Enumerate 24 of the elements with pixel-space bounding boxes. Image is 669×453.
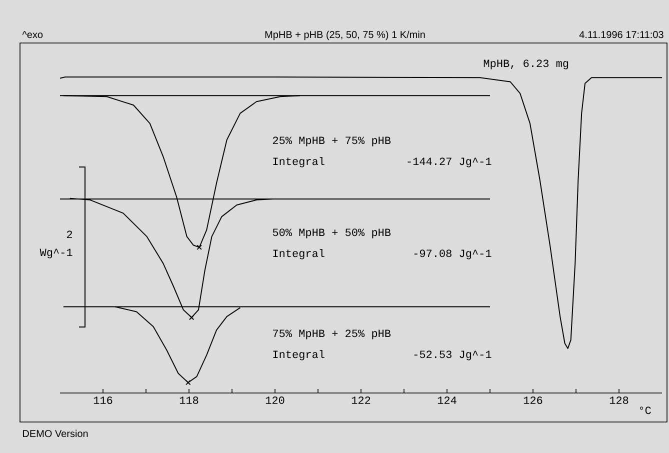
x-tick-label: 126: [524, 396, 542, 404]
annotation: 25% MpHB + 75% pHB: [272, 136, 391, 146]
annotation: 2: [66, 230, 72, 238]
x-tick-label: 120: [266, 396, 284, 404]
text: 4.11.1996 17:11:03: [579, 31, 664, 38]
annotation: Integral: [273, 249, 324, 260]
x-tick-label: 116: [94, 396, 112, 404]
annotation: -97.08 Jg^-1: [414, 250, 492, 260]
text: ^exo: [22, 31, 43, 38]
chart-title: MpHB + pHB (25, 50, 75 %) 1 K/min: [265, 30, 425, 40]
text: DEMO Version: [23, 430, 88, 438]
x-tick-label: 122: [352, 396, 370, 404]
annotation: 75% MpHB + 25% pHB: [273, 330, 391, 340]
annotation: Wg^-1: [40, 248, 72, 258]
text: 50% MpHB + 50% pHB: [272, 228, 391, 238]
annotation: -52.53 Jg^-1: [414, 350, 492, 360]
x-tick-label: 128: [610, 396, 628, 404]
annotation: -144.27 Jg^-1: [408, 158, 492, 168]
x-axis-title: °C: [640, 406, 651, 414]
x-tick-label: 124: [438, 396, 456, 404]
series-label: MpHB, 6.23 mg: [484, 60, 568, 70]
annotation: Integral: [273, 157, 324, 168]
annotation: Integral: [273, 350, 324, 360]
x-tick-label: 118: [180, 396, 198, 404]
